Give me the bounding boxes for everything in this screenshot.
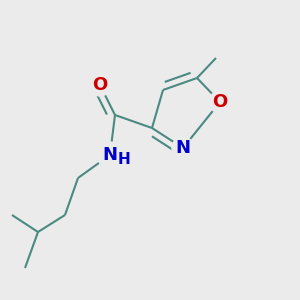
Text: N: N [176, 139, 190, 157]
Text: H: H [118, 152, 130, 167]
Text: O: O [92, 76, 108, 94]
Circle shape [97, 142, 123, 168]
Circle shape [172, 137, 194, 159]
Circle shape [209, 91, 231, 113]
Circle shape [89, 74, 111, 96]
Text: O: O [212, 93, 228, 111]
Text: N: N [103, 146, 118, 164]
